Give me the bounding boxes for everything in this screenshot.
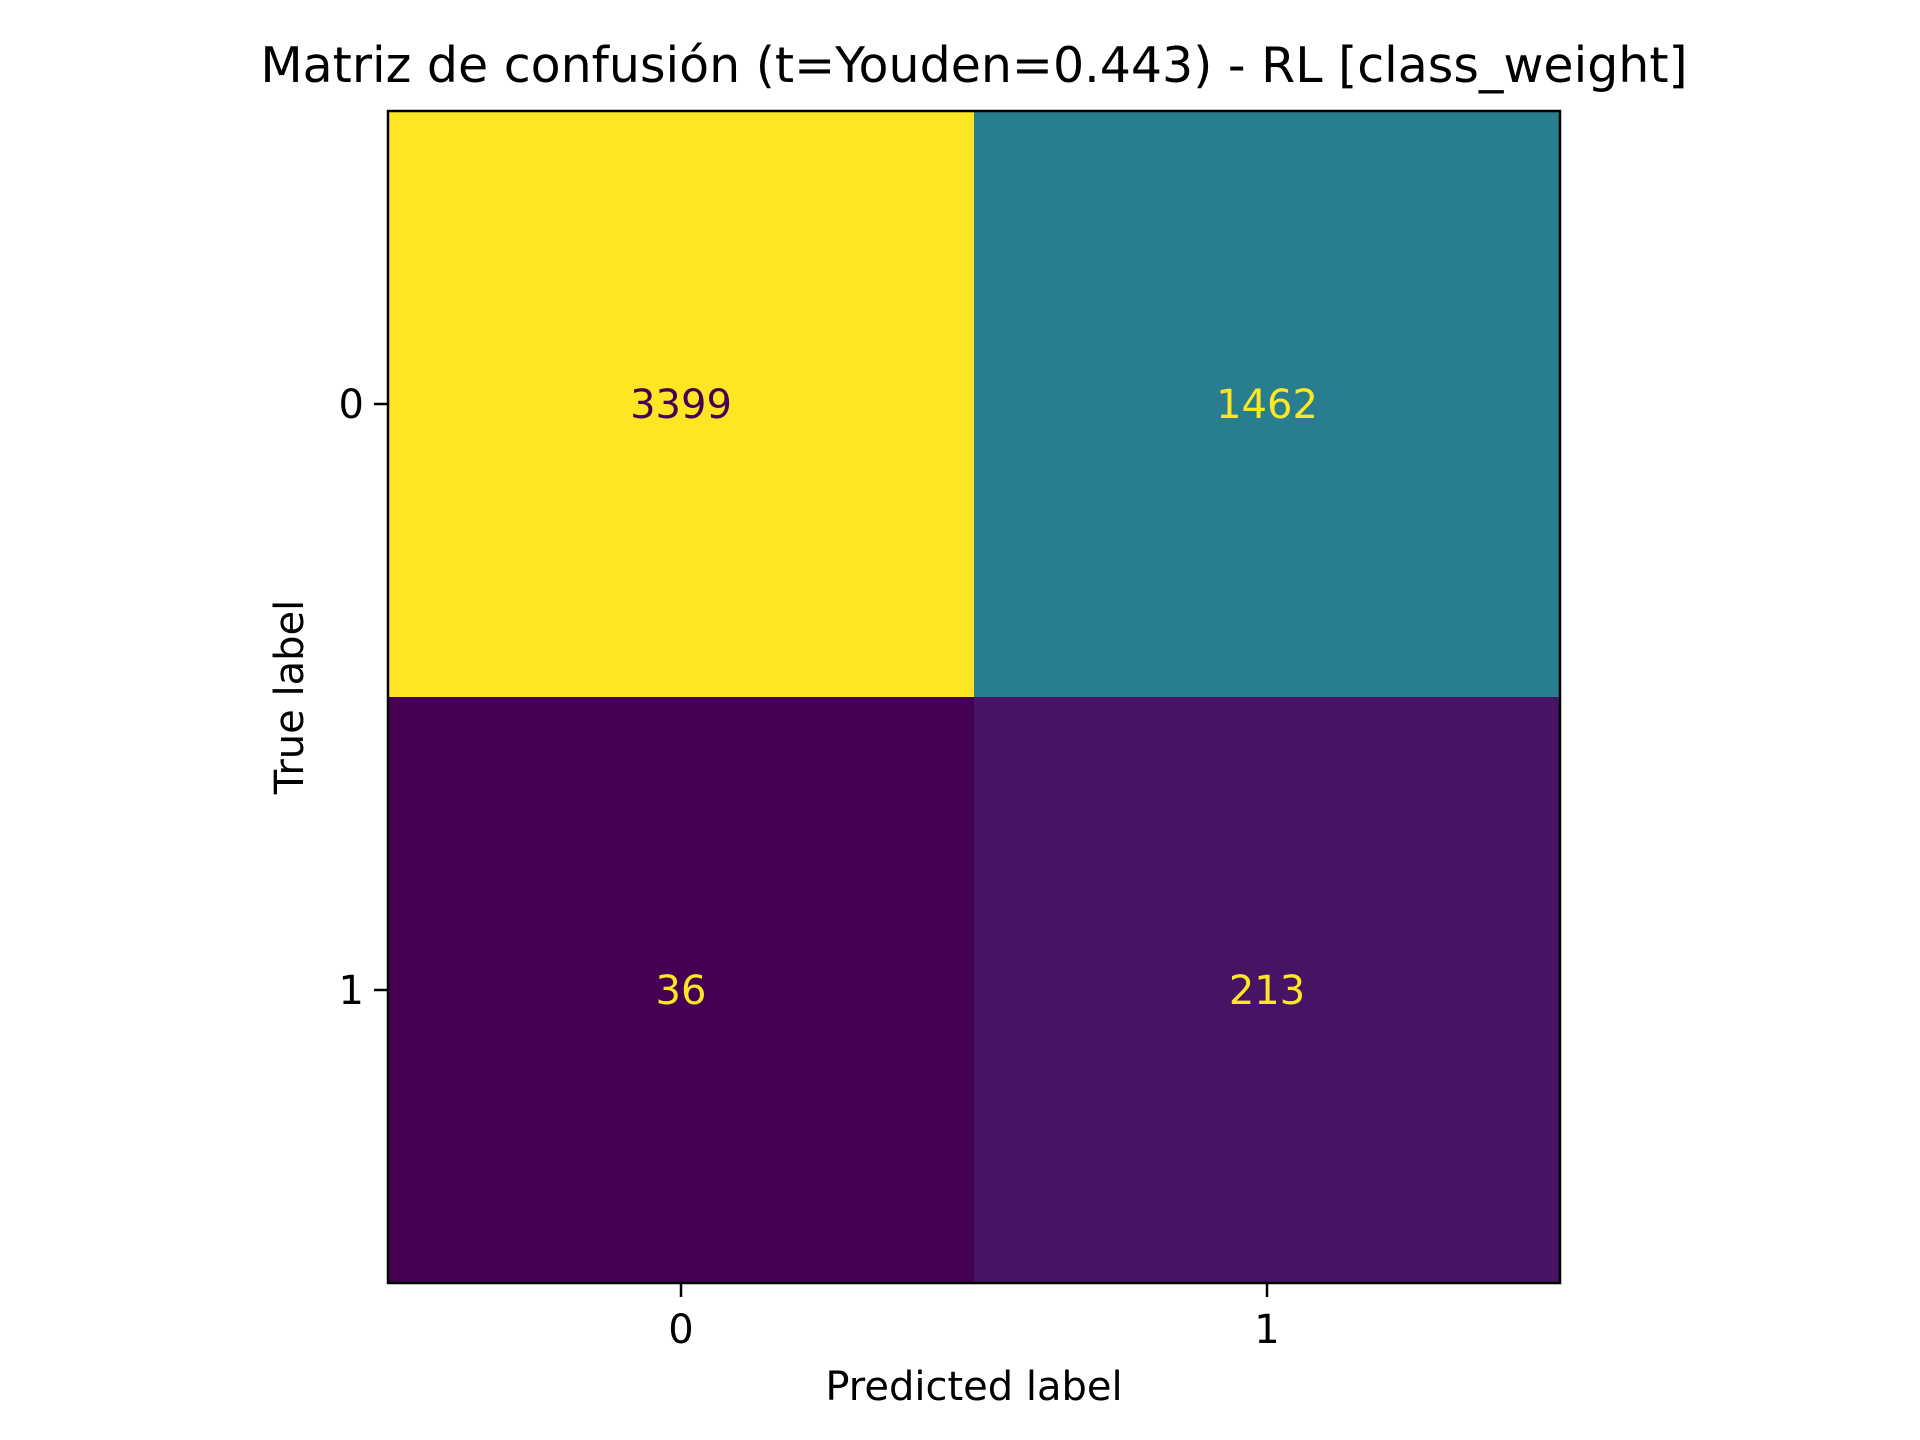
heatmap-cell bbox=[388, 111, 975, 698]
cell-value-label: 36 bbox=[656, 968, 707, 1014]
y-tick-label: 1 bbox=[339, 968, 364, 1014]
plot-frame bbox=[386, 109, 1562, 1285]
y-tick-label: 0 bbox=[339, 382, 364, 428]
heatmap-cell bbox=[388, 697, 975, 1284]
x-axis-label: Predicted label bbox=[825, 1364, 1122, 1410]
heatmap-cells: 3399 1462 36 213 bbox=[388, 111, 1561, 1284]
cell-value-label: 1462 bbox=[1216, 382, 1318, 428]
cell-value-label: 213 bbox=[1229, 968, 1305, 1014]
y-axis-label: True label bbox=[267, 600, 313, 795]
cell-value-label: 3399 bbox=[630, 382, 732, 428]
axis-ticks: 0 1 0 1 bbox=[339, 382, 1280, 1353]
heatmap-cell bbox=[974, 697, 1561, 1284]
x-tick-label: 1 bbox=[1254, 1307, 1279, 1353]
x-tick-label: 0 bbox=[668, 1307, 693, 1353]
chart-title: Matriz de confusión (t=Youden=0.443) - R… bbox=[260, 37, 1687, 94]
heatmap-cell bbox=[974, 111, 1561, 698]
